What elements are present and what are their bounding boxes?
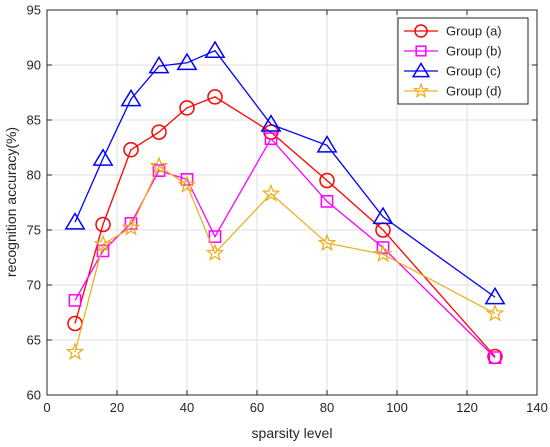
data-point <box>120 88 142 107</box>
y-tick-label: 80 <box>27 168 41 183</box>
series-line <box>74 137 496 359</box>
x-tick-label: 140 <box>526 400 548 415</box>
data-point <box>64 212 86 230</box>
series-line <box>74 165 496 353</box>
x-tick-label: 20 <box>110 400 124 415</box>
data-point <box>208 230 222 243</box>
data-point <box>65 342 85 361</box>
data-point <box>373 244 393 263</box>
legend-marker <box>414 24 428 38</box>
data-point <box>121 217 141 236</box>
data-point <box>205 243 225 262</box>
data-point <box>484 286 506 305</box>
x-tick-label: 120 <box>456 400 478 415</box>
legend-marker <box>411 62 431 78</box>
legend-label: Group (a) <box>446 24 502 39</box>
legend-item: Group (c) <box>404 62 501 79</box>
data-point <box>95 216 111 233</box>
y-tick-label: 60 <box>27 388 41 403</box>
legend-item: Group (b) <box>404 44 502 59</box>
series-line <box>74 49 496 298</box>
data-point <box>68 294 82 307</box>
legend-marker <box>412 82 430 99</box>
data-point <box>485 303 505 322</box>
legend-item: Group (a) <box>404 24 502 39</box>
data-point <box>177 174 197 193</box>
data-point <box>372 206 394 225</box>
data-point <box>92 148 114 166</box>
x-tick-label: 40 <box>180 400 194 415</box>
data-point <box>123 141 139 158</box>
data-point <box>260 114 282 132</box>
x-tick-label: 60 <box>250 400 264 415</box>
x-tick-label: 0 <box>43 400 50 415</box>
series-layer <box>64 40 506 365</box>
y-tick-label: 85 <box>27 113 41 128</box>
data-point <box>376 241 390 254</box>
plot-frame <box>46 9 538 396</box>
legend-label: Group (d) <box>446 84 502 99</box>
y-tick-label: 90 <box>27 58 41 73</box>
data-point <box>316 135 338 153</box>
data-point <box>488 351 502 364</box>
legend-item: Group (d) <box>404 82 502 99</box>
data-point <box>124 217 138 230</box>
x-tick-label: 100 <box>386 400 408 415</box>
legend-box <box>397 17 529 105</box>
series-3 <box>64 40 506 305</box>
data-point <box>151 124 167 140</box>
data-point <box>320 195 334 208</box>
data-point <box>264 132 278 146</box>
y-tick-label: 95 <box>27 3 41 18</box>
data-point <box>319 172 335 189</box>
data-point <box>204 40 226 59</box>
data-point <box>148 55 170 74</box>
data-point <box>261 183 281 202</box>
data-point <box>179 100 195 116</box>
series-4 <box>65 156 505 361</box>
data-point <box>149 156 169 175</box>
data-point <box>317 233 337 252</box>
data-point <box>176 52 198 71</box>
x-axis-label: sparsity level <box>252 425 333 441</box>
legend-label: Group (c) <box>446 64 501 79</box>
x-tick-label: 80 <box>320 400 334 415</box>
y-axis-label: recognition accuracy(%) <box>3 127 19 277</box>
legend: Group (a) Group (b) Group (c) Group (d) <box>397 17 529 105</box>
ticks: 0 20 40 60 80 100 120 140 60 65 70 75 80 85 90 95 <box>27 3 548 416</box>
legend-marker <box>415 45 427 57</box>
y-tick-label: 75 <box>27 223 41 238</box>
series-line <box>74 96 496 357</box>
data-point <box>93 234 113 253</box>
data-point <box>207 89 223 105</box>
y-tick-label: 70 <box>27 278 41 293</box>
y-tick-label: 65 <box>27 333 41 348</box>
legend-label: Group (b) <box>446 44 502 59</box>
